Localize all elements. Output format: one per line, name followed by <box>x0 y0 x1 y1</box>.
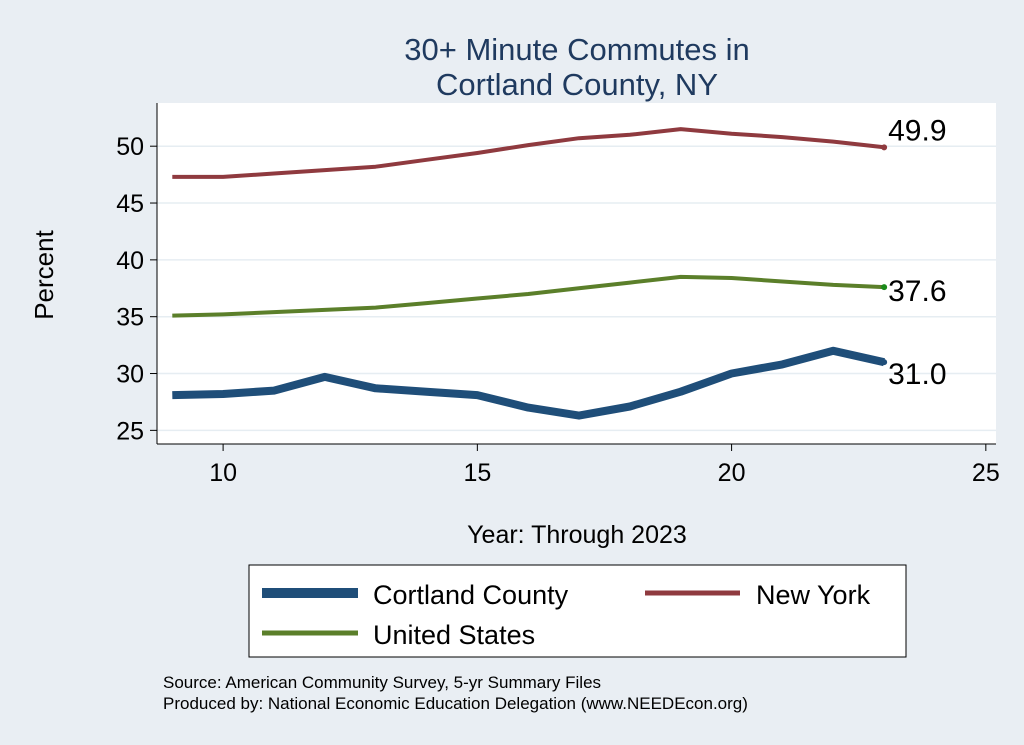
x-tick-label-15: 15 <box>463 459 491 487</box>
series-layer: 31.0 49.9 37.6 <box>172 114 947 420</box>
series-line-cortland-county <box>172 346 885 420</box>
x-tick-label-25: 25 <box>972 459 1000 487</box>
y-tick-label-25: 25 <box>116 417 144 445</box>
x-tick-label-20: 20 <box>718 459 746 487</box>
producer-note: Produced by: National Economic Education… <box>163 694 748 713</box>
x-axis-label: Year: Through 2023 <box>467 521 687 549</box>
plot-area <box>157 103 996 444</box>
legend-label-cortland: Cortland County <box>373 580 569 610</box>
legend-box <box>248 564 907 658</box>
y-tick-label-35: 35 <box>116 304 144 332</box>
series-end-label-new-york: 49.9 <box>888 114 946 147</box>
series-end-point-cortland-county <box>881 359 888 366</box>
series-end-label-united-states: 37.6 <box>888 275 946 308</box>
y-axis-label: Percent <box>29 229 59 319</box>
series-end-label-cortland-county: 31.0 <box>888 358 946 391</box>
source-note: Source: American Community Survey, 5-yr … <box>163 673 601 692</box>
legend-label-united-states: United States <box>373 620 535 650</box>
chart-title-line-1: 30+ Minute Commutes in <box>404 32 749 67</box>
legend: Cortland County New York United States <box>248 564 907 658</box>
chart-title-line-2: Cortland County, NY <box>436 67 718 102</box>
y-tick-label-50: 50 <box>116 133 144 161</box>
grid-lines <box>157 145 996 432</box>
series-line-new-york <box>172 127 885 179</box>
series-end-point-new-york <box>881 144 888 151</box>
y-tick-label-30: 30 <box>116 361 144 389</box>
y-tick-label-45: 45 <box>116 190 144 218</box>
series-end-point-united-states <box>881 284 888 291</box>
x-tick-label-10: 10 <box>209 459 237 487</box>
series-line-united-states <box>172 274 885 318</box>
y-tick-label-40: 40 <box>116 247 144 275</box>
axes: 25 30 35 40 45 50 10 15 20 25 <box>116 103 1000 487</box>
legend-label-new-york: New York <box>756 580 871 610</box>
